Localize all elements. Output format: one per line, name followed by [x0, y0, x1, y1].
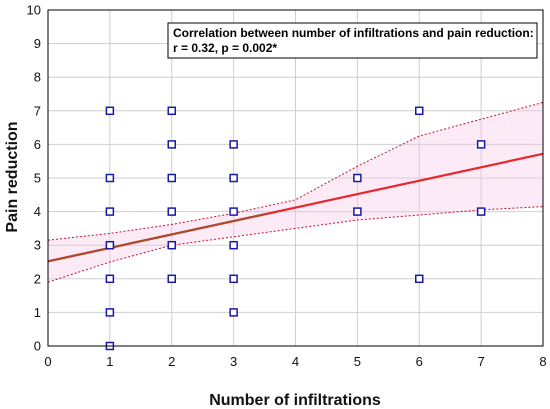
- y-tick-label: 10: [27, 3, 41, 18]
- x-tick-label: 8: [539, 354, 546, 369]
- x-tick-label: 3: [230, 354, 237, 369]
- data-point: [105, 207, 115, 216]
- annotation-box: [167, 22, 538, 59]
- regression-group: [47, 152, 544, 263]
- x-tick-label: 4: [292, 354, 299, 369]
- plot-frame: [47, 9, 544, 347]
- data-point: [167, 140, 176, 149]
- data-point: [105, 274, 115, 284]
- x-tick-labels: 0 1 2 3 4 5 6 7 8: [44, 354, 546, 369]
- data-point: [476, 207, 486, 216]
- x-tick-label: 2: [168, 354, 175, 369]
- x-tick-label: 7: [478, 354, 485, 369]
- data-point: [415, 274, 424, 284]
- y-axis-title: Pain reduction: [4, 121, 21, 232]
- data-point: [415, 106, 424, 116]
- y-tick-label: 6: [34, 137, 41, 152]
- data-point: [167, 207, 176, 216]
- y-tick-label: 7: [34, 103, 41, 118]
- data-point: [476, 140, 486, 149]
- data-point: [353, 207, 362, 216]
- x-tick-label: 6: [416, 354, 423, 369]
- y-tick-label: 5: [34, 171, 41, 186]
- regression-line-overlap: [47, 213, 265, 263]
- data-point: [167, 240, 176, 250]
- data-point: [229, 274, 238, 284]
- grid-lines: [47, 9, 544, 347]
- ci-upper-line: [47, 101, 544, 241]
- annotation-line-2: r = 0.32, p = 0.002*: [173, 41, 277, 55]
- data-point: [353, 173, 362, 183]
- y-tick-label: 3: [34, 238, 41, 253]
- x-tick-label: 1: [106, 354, 113, 369]
- y-tick-label: 9: [34, 36, 41, 51]
- y-tick-label: 2: [34, 271, 41, 286]
- data-point: [229, 308, 238, 317]
- y-tick-label: 8: [34, 70, 41, 85]
- y-tick-label: 0: [34, 339, 41, 354]
- data-point: [105, 173, 115, 183]
- data-point: [229, 173, 238, 183]
- confidence-band: [47, 101, 544, 283]
- data-point: [167, 173, 176, 183]
- data-point: [229, 240, 238, 250]
- ci-fill: [48, 102, 543, 283]
- data-point: [167, 106, 176, 116]
- data-point: [229, 207, 238, 216]
- y-tick-label: 1: [34, 305, 41, 320]
- x-tick-label: 0: [44, 354, 51, 369]
- data-point: [105, 308, 115, 317]
- data-point: [229, 140, 238, 149]
- data-point: [105, 240, 115, 250]
- x-tick-label: 5: [354, 354, 361, 369]
- data-point: [105, 106, 115, 116]
- y-tick-labels: 0 1 2 3 4 5 6 7 8 9 10: [27, 3, 41, 354]
- x-axis-title: Number of infiltrations: [209, 392, 381, 409]
- annotation-line-1: Correlation between number of infiltrati…: [173, 26, 534, 40]
- y-tick-label: 4: [34, 204, 41, 219]
- data-point: [167, 274, 176, 284]
- correlation-annotation: Correlation between number of infiltrati…: [167, 22, 538, 59]
